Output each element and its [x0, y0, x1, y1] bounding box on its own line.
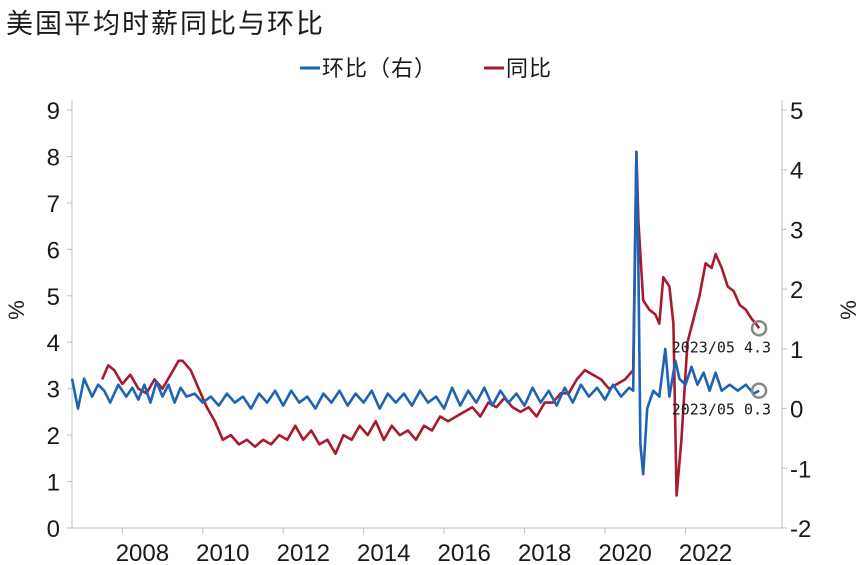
x-tick-label: 2010 [196, 540, 249, 565]
y-right-tick-label: 3 [790, 217, 803, 244]
x-tick-label: 2014 [357, 540, 410, 565]
y-left-tick-label: 4 [47, 330, 60, 357]
annotation-label-yoy: 2023/05 4.3 [672, 338, 771, 356]
y-right-tick-label: -2 [790, 516, 811, 543]
annotations: 2023/05 4.3 2023/05 0.3 [672, 320, 771, 419]
y-left-tick-label: 7 [47, 191, 60, 218]
y-right-tick-label: 0 [790, 397, 803, 424]
annotation-label-mom: 2023/05 0.3 [672, 401, 771, 419]
chart-title: 美国平均时薪同比与环比 [6, 9, 325, 40]
legend-label-mom: 环比（右） [322, 57, 437, 82]
end-marker-mom [750, 382, 768, 399]
series-line-yoy [101, 150, 761, 497]
y-right-tick-label: 2 [790, 277, 803, 304]
y-right-tick-label: 5 [790, 98, 803, 125]
y-axis-left-label: % [4, 300, 29, 320]
y-left-tick-label: 2 [47, 423, 60, 450]
x-tick-label: 2008 [116, 540, 169, 565]
x-tick-label: 2022 [679, 540, 732, 565]
y-left-tick-label: 9 [47, 98, 60, 125]
y-left-tick-label: 1 [47, 470, 60, 497]
series-lines [70, 150, 761, 497]
x-tick-label: 2020 [598, 540, 651, 565]
y-left-tick-label: 0 [47, 516, 60, 543]
y-left-tick-label: 8 [47, 144, 60, 171]
x-tick-label: 2018 [518, 540, 571, 565]
legend-label-yoy: 同比 [506, 57, 552, 82]
legend: 环比（右） 同比 [300, 57, 552, 82]
y-right-tick-label: 1 [790, 337, 803, 364]
y-left-tick-label: 6 [47, 237, 60, 264]
y-left-tick-label: 3 [47, 377, 60, 404]
x-tick-label: 2012 [277, 540, 330, 565]
end-marker-yoy [750, 320, 768, 337]
y-right-tick-label: -1 [790, 456, 811, 483]
y-right-tick-label: 4 [790, 158, 803, 185]
series-line-mom [70, 150, 760, 476]
axes: 0 1 2 3 4 5 6 7 8 9 -2 -1 0 1 2 3 4 5 2008 2010 2012 2014 2016… [47, 98, 812, 565]
x-tick-label: 2016 [438, 540, 491, 565]
y-axis-right-label: % [836, 300, 861, 320]
y-left-tick-label: 5 [47, 284, 60, 311]
